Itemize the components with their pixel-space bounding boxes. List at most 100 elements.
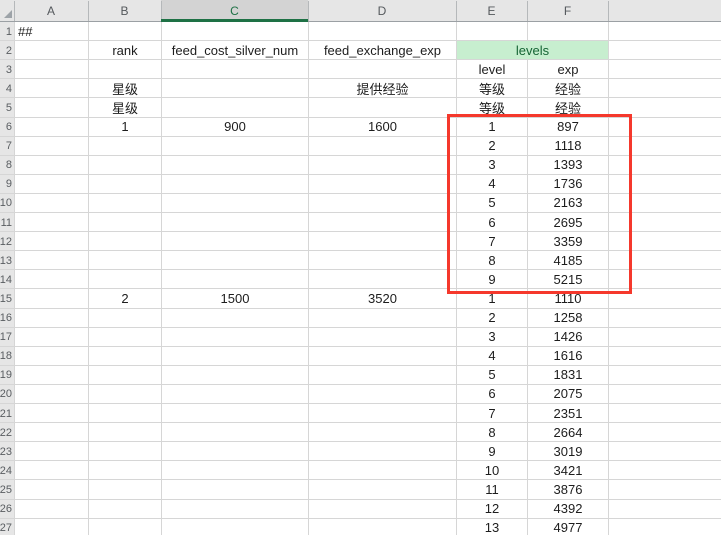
cell-E6[interactable]: 1 [488,119,496,135]
row-header-20[interactable]: 20 [0,388,12,401]
cell-C15[interactable]: 1500 [220,290,250,306]
column-header-D[interactable]: D [377,4,387,18]
select-all-corner[interactable] [0,0,14,22]
header-separator [527,1,528,21]
cell-A1[interactable]: ## [18,23,33,39]
cell-E18[interactable]: 4 [488,348,496,364]
row-header-9[interactable]: 9 [5,178,12,191]
cell-B4[interactable]: 星级 [111,81,138,97]
cell-E21[interactable]: 7 [488,405,496,421]
cell-F24[interactable]: 3421 [553,462,583,478]
column-header-B[interactable]: B [120,4,129,18]
cell-E14[interactable]: 9 [488,271,496,287]
cell-F16[interactable]: 1258 [553,310,583,326]
row-header-1[interactable]: 1 [5,25,12,38]
row-header-5[interactable]: 5 [5,101,12,114]
cell-E9[interactable]: 4 [488,176,496,192]
cell-F22[interactable]: 2664 [553,424,583,440]
row-header-2[interactable]: 2 [5,44,12,57]
cell-E5[interactable]: 等级 [478,100,505,116]
cell-C6[interactable]: 900 [224,119,246,135]
cell-F21[interactable]: 2351 [553,405,583,421]
cell-B2[interactable]: rank [112,42,138,58]
cell-B6[interactable]: 1 [121,119,129,135]
row-header-21[interactable]: 21 [0,407,12,420]
row-header-4[interactable]: 4 [5,82,12,95]
cell-B15[interactable]: 2 [121,290,129,306]
row-header-24[interactable]: 24 [0,464,12,477]
column-header-E[interactable]: E [487,4,496,18]
cell-F20[interactable]: 2075 [553,386,583,402]
row-header-18[interactable]: 18 [0,350,12,363]
cell-F5[interactable]: 经验 [554,100,581,116]
cell-F6[interactable]: 897 [557,119,579,135]
cell-F25[interactable]: 3876 [553,481,583,497]
cell-E15[interactable]: 1 [488,290,496,306]
row-header-16[interactable]: 16 [0,312,12,325]
row-header-27[interactable]: 27 [0,522,12,535]
row-header-3[interactable]: 3 [5,63,12,76]
cell-D6[interactable]: 1600 [368,119,397,135]
column-header-C[interactable]: C [230,4,239,18]
cell-E27[interactable]: 13 [484,520,500,535]
column-header-A[interactable]: A [46,4,55,18]
cell-F17[interactable]: 1426 [553,329,583,345]
cell-F18[interactable]: 1616 [553,348,583,364]
row-header-17[interactable]: 17 [0,331,12,344]
row-header-13[interactable]: 13 [0,254,12,267]
cell-E23[interactable]: 9 [488,443,496,459]
cell-D4[interactable]: 提供经验 [356,81,409,97]
cell-F13[interactable]: 4185 [553,252,583,268]
row-header-10[interactable]: 10 [0,197,12,210]
cell-C2[interactable]: feed_cost_silver_num [171,42,299,58]
cell-E17[interactable]: 3 [488,329,496,345]
cell-E2[interactable]: levels [457,41,608,60]
cell-E4[interactable]: 等级 [478,81,505,97]
cell-F3[interactable]: exp [557,61,579,77]
cell-E3[interactable]: level [478,61,506,77]
cell-E7[interactable]: 2 [488,138,496,154]
cell-D2[interactable]: feed_exchange_exp [323,42,442,58]
cell-F11[interactable]: 2695 [553,214,583,230]
row-header-23[interactable]: 23 [0,445,12,458]
cell-F26[interactable]: 4392 [553,501,583,517]
selected-column-header-bg [161,0,308,22]
row-header-14[interactable]: 14 [0,273,12,286]
cell-F12[interactable]: 3359 [553,233,583,249]
column-header-F[interactable]: F [563,4,572,18]
row-header-19[interactable]: 19 [0,369,12,382]
cell-D15[interactable]: 3520 [368,290,397,306]
cell-F4[interactable]: 经验 [554,81,581,97]
cell-F10[interactable]: 2163 [553,195,583,211]
row-header-15[interactable]: 15 [0,292,12,305]
cell-F27[interactable]: 4977 [553,520,583,535]
cell-E13[interactable]: 8 [488,252,496,268]
cell-E24[interactable]: 10 [484,462,500,478]
cell-E19[interactable]: 5 [488,367,496,383]
cell-E22[interactable]: 8 [488,424,496,440]
cell-E11[interactable]: 6 [488,214,496,230]
cell-F19[interactable]: 1831 [553,367,583,383]
cell-E16[interactable]: 2 [488,310,496,326]
row-header-11[interactable]: 11 [0,216,12,229]
cell-E10[interactable]: 5 [488,195,496,211]
row-header-6[interactable]: 6 [5,121,12,134]
cell-F9[interactable]: 1736 [553,176,583,192]
row-header-25[interactable]: 25 [0,483,12,496]
cell-E25[interactable]: 11 [485,481,499,497]
cell-F23[interactable]: 3019 [553,443,583,459]
row-header-26[interactable]: 26 [0,503,12,516]
cell-E26[interactable]: 12 [484,501,500,517]
row-header-12[interactable]: 12 [0,235,12,248]
cell-F14[interactable]: 5215 [553,271,583,287]
cell-F15[interactable]: 1110 [554,290,582,306]
row-header-7[interactable]: 7 [5,140,12,153]
cell-F7[interactable]: 1118 [554,138,582,154]
cell-E20[interactable]: 6 [488,386,496,402]
row-header-22[interactable]: 22 [0,426,12,439]
cell-E8[interactable]: 3 [488,157,496,173]
cell-F8[interactable]: 1393 [553,157,583,173]
row-header-8[interactable]: 8 [5,159,12,172]
cell-B5[interactable]: 星级 [111,100,138,116]
cell-E12[interactable]: 7 [488,233,496,249]
